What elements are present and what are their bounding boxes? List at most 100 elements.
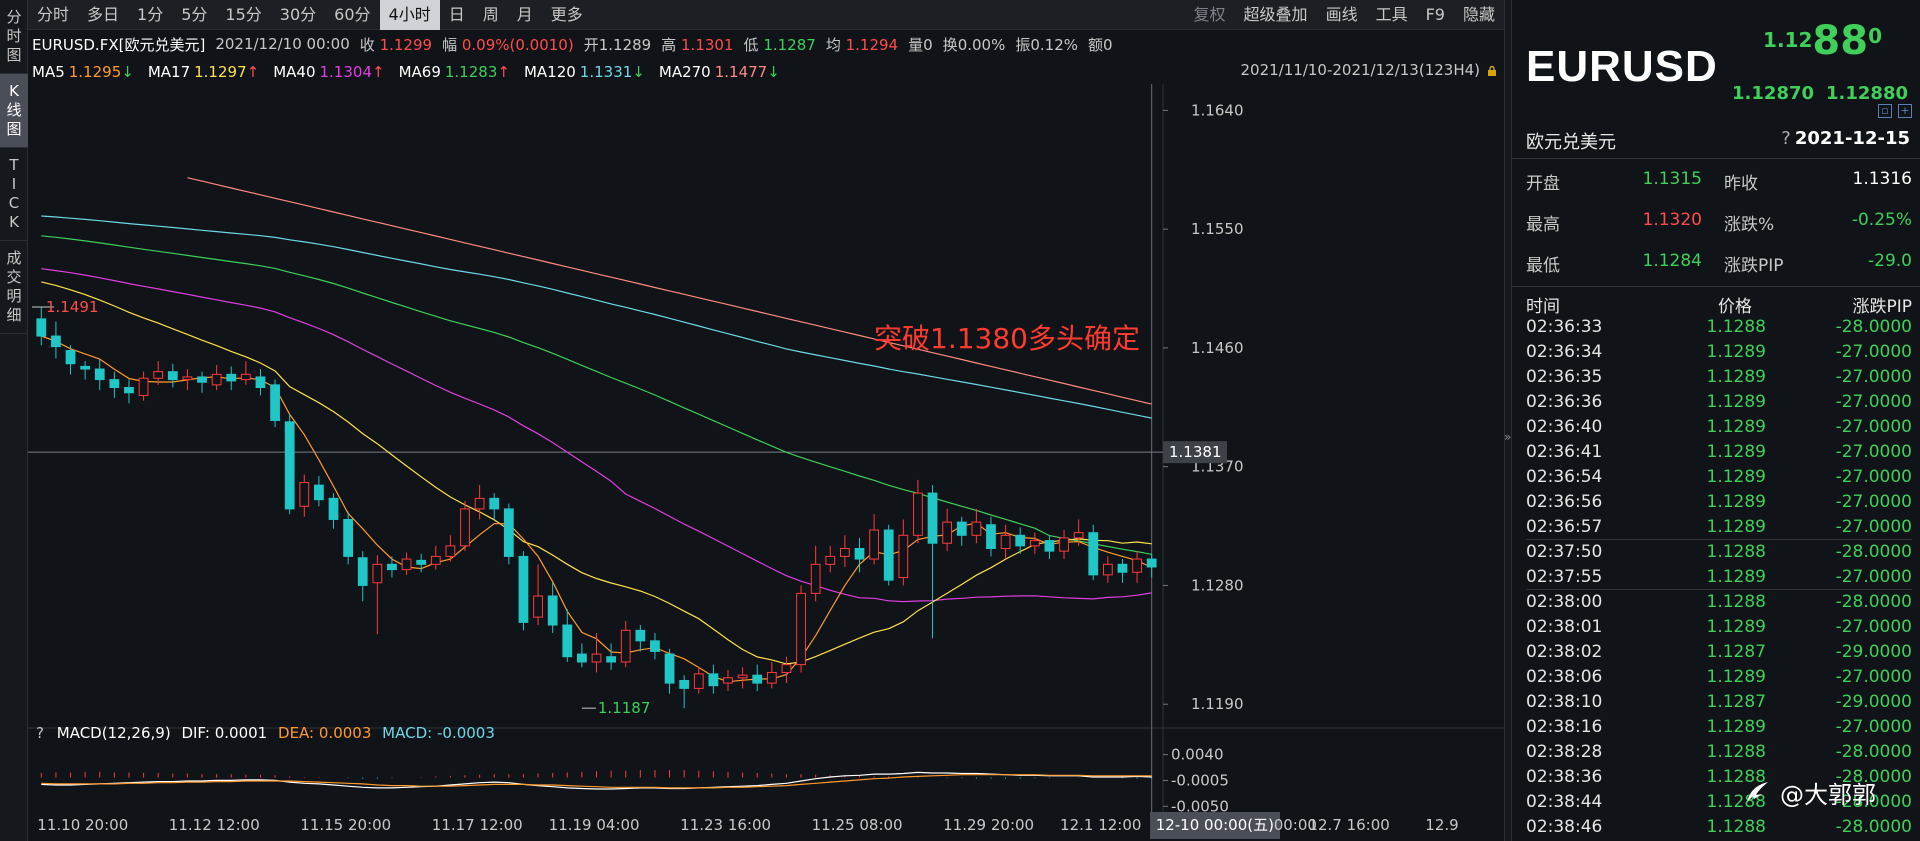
max-marker-label: 1.1491	[46, 298, 99, 316]
time-axis: 11.10 20:00 11.12 12:00 11.15 20:00 11.17 1…	[28, 812, 1504, 841]
tick-row[interactable]: 02:36:41 1.1289 -27.0000	[1526, 440, 1912, 465]
tick-row[interactable]: 02:36:35 1.1289 -27.0000	[1526, 365, 1912, 390]
candle-body	[620, 629, 631, 663]
tick-price: 1.1289	[1706, 342, 1766, 362]
period-button[interactable]: 日	[448, 4, 465, 24]
open-value: 1.1289	[598, 35, 652, 54]
quote-stat-value: 1.1320	[1642, 210, 1702, 230]
price-tag-label: 1.1381	[1169, 443, 1222, 461]
window-icon[interactable]: ▫	[1878, 104, 1892, 118]
left-tab-char: T	[9, 156, 19, 174]
tick-table[interactable]: 02:36:33 1.1288 -28.0000 02:36:34 1.1289 -27.…	[1526, 315, 1912, 840]
left-tab-0[interactable]: 分时图	[0, 0, 28, 74]
period-button[interactable]: 5分	[181, 4, 208, 24]
period-button[interactable]: 60分	[334, 4, 371, 24]
tick-row[interactable]: 02:38:02 1.1287 -29.0000	[1526, 640, 1912, 665]
tool-button[interactable]: 画线	[1325, 4, 1358, 24]
quote-stat-value: -0.25%	[1851, 210, 1912, 230]
tick-price: 1.1288	[1706, 592, 1766, 612]
candle-body	[1088, 532, 1099, 576]
candle-body	[314, 484, 324, 501]
left-tab-char: 明	[6, 287, 22, 305]
ma40-line	[41, 268, 1152, 603]
candle-body	[547, 595, 558, 626]
tick-time: 02:37:55	[1526, 567, 1603, 587]
macd-value-label: MACD:	[382, 724, 433, 742]
tool-button[interactable]: 复权	[1193, 4, 1226, 24]
watermark-text: @大郭郭	[1780, 780, 1876, 809]
min-marker-label: 1.1187	[598, 699, 651, 717]
period-button[interactable]: 15分	[225, 4, 262, 24]
candle-body	[664, 653, 675, 684]
candle-body	[1117, 563, 1128, 573]
tick-row[interactable]: 02:37:50 1.1288 -28.0000	[1526, 540, 1912, 565]
tick-time: 02:38:02	[1526, 642, 1603, 662]
dea-label: DEA:	[278, 724, 315, 742]
tick-row[interactable]: 02:38:16 1.1289 -27.0000	[1526, 715, 1912, 740]
period-button[interactable]: 1分	[137, 4, 164, 24]
tool-button[interactable]: 工具	[1375, 4, 1408, 24]
range-field: 幅 0.09%(0.0010)	[442, 34, 574, 55]
tick-row[interactable]: 02:38:46 1.1288 -28.0000	[1526, 815, 1912, 840]
open-field: 开1.1289	[584, 34, 652, 55]
candle-body	[1102, 563, 1113, 576]
tick-row[interactable]: 02:37:55 1.1289 -27.0000	[1526, 565, 1912, 590]
period-button[interactable]: 周	[482, 4, 499, 24]
tick-row[interactable]: 02:38:36 1.1288 -28.0000	[1526, 765, 1912, 790]
panel-collapse-handle[interactable]: »	[1504, 0, 1512, 841]
left-tab-3[interactable]: 成交明细	[0, 241, 28, 334]
ma-arrow-icon: ↑	[372, 63, 385, 81]
tick-row[interactable]: 02:36:57 1.1289 -27.0000	[1526, 515, 1912, 540]
tick-row[interactable]: 02:38:01 1.1289 -27.0000	[1526, 615, 1912, 640]
lock-icon[interactable]	[1486, 65, 1498, 77]
tick-time: 02:38:46	[1526, 817, 1603, 837]
tick-row[interactable]: 02:38:00 1.1288 -28.0000	[1526, 590, 1912, 615]
period-button[interactable]: 月	[516, 4, 533, 24]
quote-panel: EURUSD 1.12880 1.12870 1.12880 ▫ + 欧元兑美元 …	[1512, 0, 1920, 841]
amount-field: 额0	[1088, 34, 1113, 55]
tick-row[interactable]: 02:36:54 1.1289 -27.0000	[1526, 465, 1912, 490]
candle-body	[635, 629, 646, 642]
tick-time: 02:38:01	[1526, 617, 1603, 637]
candle-body	[869, 529, 879, 560]
tick-price: 1.1289	[1706, 517, 1766, 537]
tool-button[interactable]: F9	[1425, 4, 1445, 24]
tick-row[interactable]: 02:36:56 1.1289 -27.0000	[1526, 490, 1912, 515]
period-button[interactable]: 更多	[550, 4, 583, 24]
period-button[interactable]: 分时	[37, 4, 70, 24]
add-icon[interactable]: +	[1898, 104, 1912, 118]
candle-body	[445, 545, 456, 557]
vol-field: 量0	[908, 34, 933, 55]
y-tick-label: 1.1550	[1191, 220, 1244, 238]
candle-body	[723, 677, 733, 684]
quote-stat-row: 最低 1.1284 涨跌PIP -29.0	[1526, 251, 1912, 291]
left-tab-char: K	[9, 213, 19, 231]
tool-button[interactable]: 隐藏	[1462, 4, 1495, 24]
candle-body	[883, 529, 894, 581]
period-button[interactable]: 多日	[87, 4, 120, 24]
high-label: 高	[661, 35, 677, 54]
help-icon[interactable]: ?	[36, 724, 44, 742]
turnover-label: 换	[942, 35, 958, 54]
candle-body	[796, 592, 806, 666]
tick-row[interactable]: 02:38:10 1.1287 -29.0000	[1526, 690, 1912, 715]
period-button[interactable]: 30分	[279, 4, 317, 24]
tick-row[interactable]: 02:36:36 1.1289 -27.0000	[1526, 390, 1912, 415]
tick-row[interactable]: 02:36:40 1.1289 -27.0000	[1526, 415, 1912, 440]
tool-button[interactable]: 超级叠加	[1243, 4, 1308, 24]
tick-row[interactable]: 02:36:34 1.1289 -27.0000	[1526, 340, 1912, 365]
tick-time: 02:37:50	[1526, 542, 1603, 562]
candlestick-chart[interactable]: 1.16401.15501.14601.13701.12801.11901.13…	[28, 84, 1504, 812]
tick-row[interactable]: 02:38:06 1.1289 -27.0000	[1526, 665, 1912, 690]
help-icon[interactable]: ?	[1781, 128, 1791, 149]
tick-price: 1.1289	[1706, 392, 1766, 412]
candle-body	[387, 563, 397, 571]
period-button[interactable]: 4小时	[379, 0, 440, 30]
ma-value: 1.1477	[714, 63, 768, 81]
tick-row[interactable]: 02:38:28 1.1288 -28.0000	[1526, 740, 1912, 765]
tick-row[interactable]: 02:36:33 1.1288 -28.0000	[1526, 315, 1912, 340]
range-value: 0.09%(0.0010)	[461, 35, 574, 54]
candle-body	[474, 497, 485, 510]
